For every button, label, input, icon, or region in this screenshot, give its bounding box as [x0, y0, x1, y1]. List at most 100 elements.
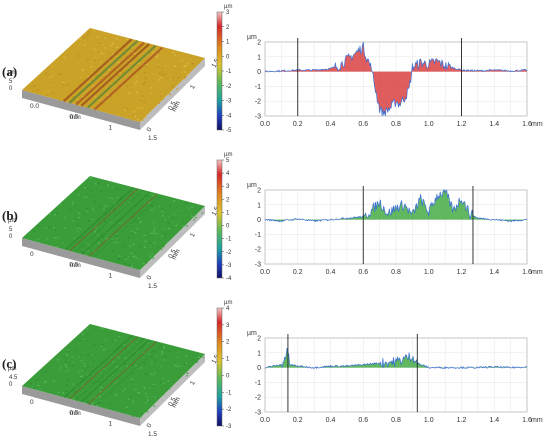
y-axis-label: µm: [247, 182, 257, 189]
surface-texture: [121, 71, 124, 74]
surface-texture: [171, 84, 174, 86]
surface-texture: [140, 366, 143, 368]
surface-x-tick: 1.5: [148, 283, 157, 290]
surface-texture: [79, 43, 82, 45]
surface-texture: [136, 87, 139, 89]
surface-texture: [102, 338, 105, 340]
surface-texture: [152, 375, 155, 377]
surface-texture: [111, 343, 114, 345]
surface-stripe: [68, 40, 139, 104]
surface-texture: [71, 356, 74, 358]
surface-texture: [33, 387, 36, 389]
surface-texture: [84, 340, 87, 342]
surface-texture: [46, 94, 49, 96]
surface-texture: [144, 65, 146, 67]
surface-texture: [96, 405, 98, 407]
surface-texture: [138, 258, 141, 261]
surface-texture: [77, 194, 80, 196]
surface-texture: [136, 341, 139, 343]
surface-texture: [132, 86, 135, 88]
surface-texture: [164, 65, 167, 67]
surface-texture: [160, 238, 163, 240]
surface-texture: [79, 105, 82, 107]
surface-texture: [193, 214, 196, 217]
surface-texture: [87, 354, 90, 356]
surface-texture: [183, 78, 186, 80]
surface-texture: [85, 196, 88, 198]
surface-texture: [92, 85, 95, 87]
surface-texture: [178, 68, 180, 70]
surface-texture: [139, 108, 142, 110]
x-tick-label: 1.2: [457, 121, 467, 128]
x-tick-label: 1.6: [522, 121, 532, 128]
surface-y-tick: 0: [146, 274, 154, 281]
surface-texture: [172, 51, 174, 53]
surface-texture: [53, 380, 55, 382]
surface-texture: [138, 245, 141, 248]
surface-texture: [56, 237, 59, 239]
x-axis-unit: mm: [531, 269, 543, 276]
surface-x-tick: 0.5: [69, 410, 78, 417]
surface-texture: [136, 76, 139, 78]
surface-texture: [146, 399, 149, 401]
colorbar-tick: -1: [226, 390, 232, 396]
surface-texture: [65, 359, 68, 361]
colorbar-tick: 5: [226, 158, 230, 164]
surface-texture: [153, 372, 156, 374]
surface-texture: [80, 226, 83, 228]
surface-texture: [113, 241, 116, 243]
surface-texture: [161, 245, 164, 247]
surface-texture: [136, 258, 139, 260]
surface-stripe: [93, 195, 162, 258]
surface-texture: [112, 53, 114, 56]
surface-texture: [76, 343, 79, 345]
surface-texture: [153, 221, 156, 224]
surface-side-front: [22, 238, 140, 278]
surface-texture: [44, 380, 47, 382]
surface-texture: [72, 361, 75, 363]
surface-texture: [126, 46, 129, 48]
surface-texture: [163, 56, 166, 58]
surface-texture: [99, 395, 101, 397]
surface-texture: [184, 363, 186, 365]
surface-texture: [37, 384, 40, 387]
surface-texture: [143, 81, 146, 83]
surface-texture: [91, 207, 94, 209]
surface-z-tick: 0: [9, 382, 13, 388]
surface-y-unit: mm: [171, 100, 182, 113]
surface-texture: [79, 228, 82, 230]
surface-texture: [128, 92, 131, 94]
surface-texture: [77, 343, 80, 345]
surface-texture: [186, 63, 189, 65]
x-tick-label: 0.8: [391, 417, 401, 424]
surface-texture: [93, 198, 96, 200]
surface-texture: [158, 358, 161, 360]
surface-texture: [132, 364, 135, 366]
surface-texture: [127, 236, 130, 239]
surface-texture: [141, 119, 144, 121]
surface-texture: [88, 403, 91, 405]
surface-texture: [98, 30, 101, 32]
surface-texture: [137, 216, 140, 218]
colorbar-unit: µm: [224, 152, 232, 158]
surface-texture: [161, 99, 164, 101]
surface-texture: [174, 54, 176, 56]
surface-texture: [154, 206, 157, 208]
surface-texture: [110, 356, 113, 358]
surface-texture: [184, 64, 187, 67]
surface-texture: [38, 225, 41, 227]
surface-texture: [40, 390, 43, 392]
surface-texture: [115, 237, 118, 239]
surface-texture: [143, 234, 146, 236]
surface-texture: [100, 79, 103, 81]
surface-texture: [131, 46, 134, 48]
surface-texture: [43, 370, 46, 373]
surface-texture: [134, 82, 137, 85]
surface-texture: [106, 102, 108, 104]
surface-texture: [163, 236, 166, 238]
surface-x-tick: 0: [30, 251, 34, 258]
surface-texture: [145, 211, 148, 213]
surface-texture: [40, 89, 43, 91]
surface-texture: [77, 55, 80, 57]
colorbar-tick: 3: [226, 323, 230, 329]
